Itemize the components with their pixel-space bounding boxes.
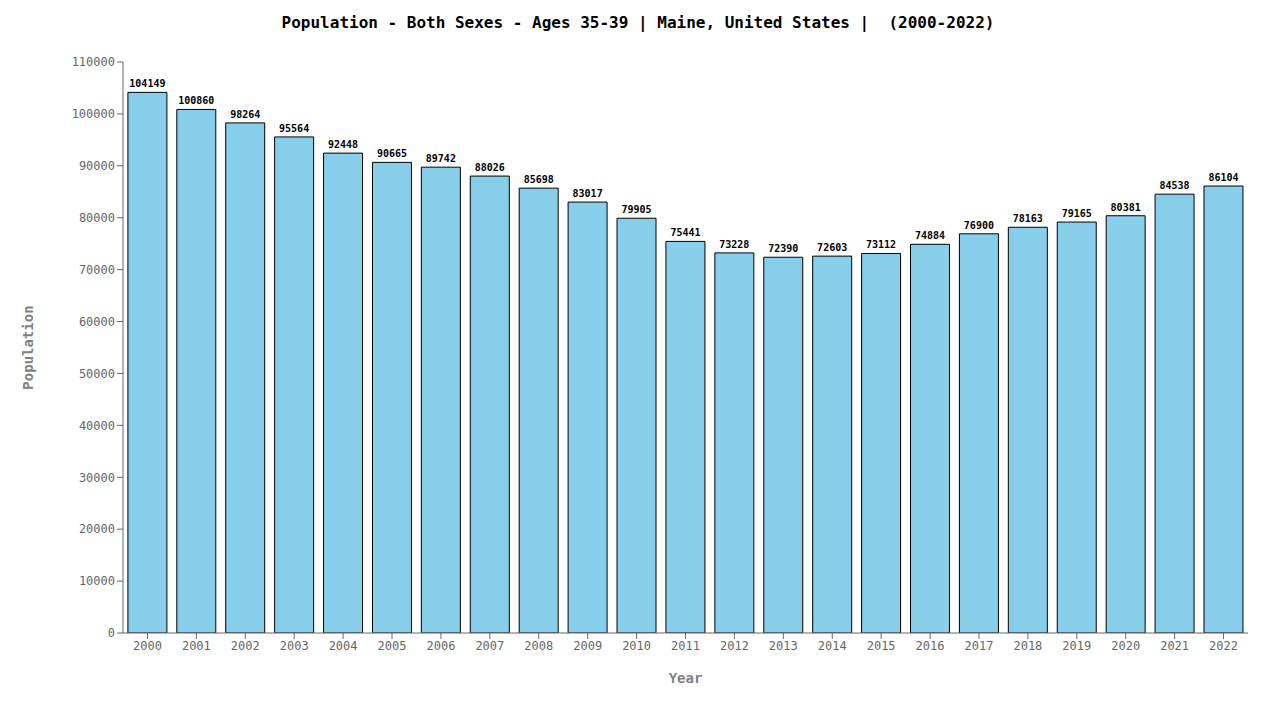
- svg-text:89742: 89742: [426, 153, 456, 164]
- svg-text:110000: 110000: [72, 55, 115, 69]
- svg-text:98264: 98264: [230, 109, 260, 120]
- svg-text:2012: 2012: [720, 639, 749, 653]
- svg-text:76900: 76900: [964, 220, 994, 231]
- svg-text:2009: 2009: [573, 639, 602, 653]
- svg-text:2019: 2019: [1062, 639, 1091, 653]
- svg-text:30000: 30000: [79, 471, 115, 485]
- svg-text:2008: 2008: [524, 639, 553, 653]
- svg-text:73228: 73228: [719, 239, 749, 250]
- svg-text:2005: 2005: [378, 639, 407, 653]
- svg-text:80000: 80000: [79, 211, 115, 225]
- svg-text:2022: 2022: [1209, 639, 1238, 653]
- svg-text:84538: 84538: [1160, 180, 1190, 191]
- svg-text:78163: 78163: [1013, 213, 1043, 224]
- svg-text:Population: Population: [20, 305, 36, 389]
- svg-text:2017: 2017: [965, 639, 994, 653]
- svg-text:72390: 72390: [768, 243, 798, 254]
- svg-text:40000: 40000: [79, 419, 115, 433]
- svg-text:74884: 74884: [915, 230, 945, 241]
- svg-text:86104: 86104: [1208, 172, 1238, 183]
- svg-text:70000: 70000: [79, 263, 115, 277]
- svg-text:2006: 2006: [426, 639, 455, 653]
- svg-text:2001: 2001: [182, 639, 211, 653]
- svg-text:80381: 80381: [1111, 202, 1141, 213]
- svg-text:2010: 2010: [622, 639, 651, 653]
- svg-text:2015: 2015: [867, 639, 896, 653]
- html-text:Population - Both Sexes - Ages: Population - Both Sexes - Ages 35-39 | M…: [281, 13, 995, 32]
- svg-text:2002: 2002: [231, 639, 260, 653]
- svg-text:95564: 95564: [279, 123, 309, 134]
- svg-text:100000: 100000: [72, 107, 115, 121]
- svg-text:83017: 83017: [573, 188, 603, 199]
- svg-text:20000: 20000: [79, 522, 115, 536]
- svg-text:2003: 2003: [280, 639, 309, 653]
- svg-text:90000: 90000: [79, 159, 115, 173]
- svg-text:92448: 92448: [328, 139, 358, 150]
- svg-text:88026: 88026: [475, 162, 505, 173]
- svg-text:2000: 2000: [133, 639, 162, 653]
- svg-text:2021: 2021: [1160, 639, 1189, 653]
- svg-text:73112: 73112: [866, 239, 896, 250]
- svg-text:0: 0: [108, 626, 115, 640]
- svg-text:90665: 90665: [377, 148, 407, 159]
- svg-text:72603: 72603: [817, 242, 847, 253]
- svg-text:2004: 2004: [329, 639, 358, 653]
- svg-text:2013: 2013: [769, 639, 798, 653]
- svg-text:2020: 2020: [1111, 639, 1140, 653]
- svg-text:60000: 60000: [79, 315, 115, 329]
- svg-text:79165: 79165: [1062, 208, 1092, 219]
- svg-text:75441: 75441: [670, 227, 700, 238]
- svg-text:2007: 2007: [475, 639, 504, 653]
- svg-text:2014: 2014: [818, 639, 847, 653]
- svg-text:85698: 85698: [524, 174, 554, 185]
- svg-text:100860: 100860: [178, 95, 214, 106]
- svg-text:Year: Year: [669, 670, 703, 686]
- svg-text:2016: 2016: [916, 639, 945, 653]
- svg-text:104149: 104149: [129, 78, 165, 89]
- svg-text:2011: 2011: [671, 639, 700, 653]
- svg-text:2018: 2018: [1013, 639, 1042, 653]
- svg-text:10000: 10000: [79, 574, 115, 588]
- svg-text:79905: 79905: [621, 204, 651, 215]
- svg-text:50000: 50000: [79, 367, 115, 381]
